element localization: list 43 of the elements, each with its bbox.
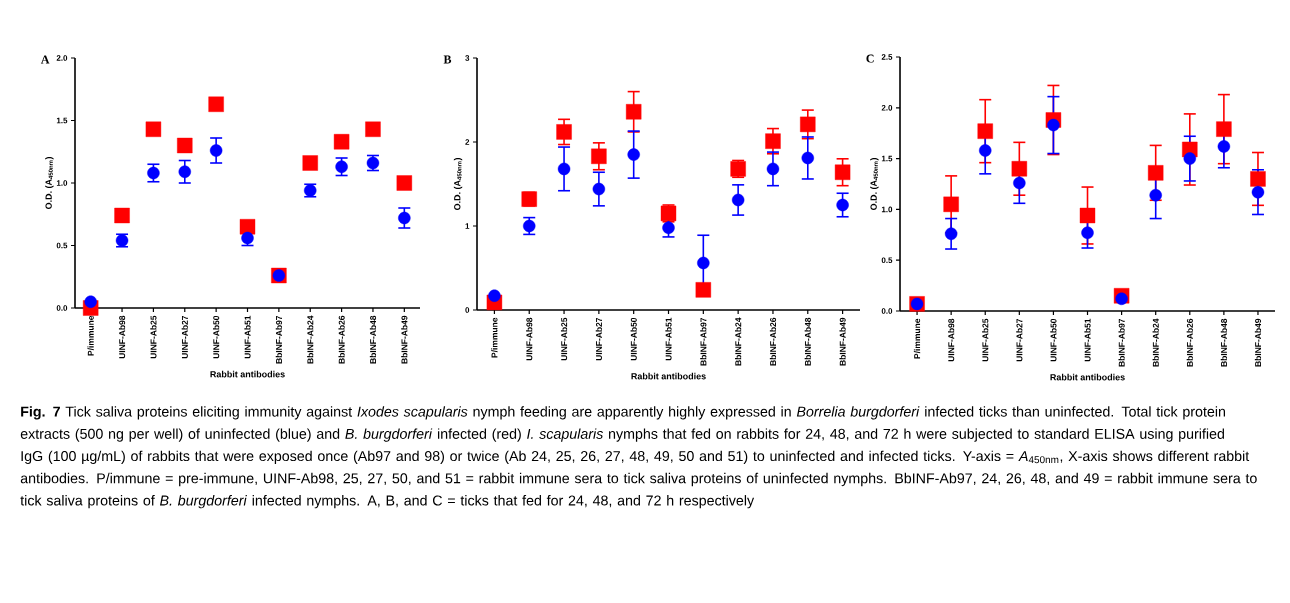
x-axis-title: Rabbit antibodies	[210, 370, 285, 378]
x-tick-label: BbINF-Ab97	[275, 315, 282, 364]
x-tick-label: BbINF-Ab24	[307, 315, 314, 364]
x-tick-label: BbINF-Ab26	[1186, 318, 1193, 367]
x-axis-title: Rabbit antibodies	[631, 372, 706, 380]
x-tick-label: BbINF-Ab49	[401, 315, 408, 364]
x-tick-label: BbINF-Ab49	[1254, 318, 1262, 367]
x-tick-label: UINF-Ab51	[244, 315, 251, 359]
x-tick-label: UINF-Ab25	[560, 317, 568, 361]
x-tick-label: BbINF-Ab26	[338, 315, 345, 364]
x-tick-label: P/immune	[87, 315, 94, 356]
x-tick-label: UINF-Ab27	[1016, 318, 1023, 362]
x-tick-label: BbINF-Ab26	[769, 317, 777, 366]
x-tick-label: UINF-Ab98	[948, 318, 955, 362]
x-tick-label: BbINF-Ab48	[369, 315, 377, 364]
y-axis-title: O.D. (A$_{450nm}$)	[870, 158, 879, 211]
x-tick-label: UINF-Ab50	[213, 315, 220, 359]
chart-title: B	[443, 55, 452, 64]
x-tick-label: BbINF-Ab24	[735, 317, 742, 366]
x-tick-label: BbINF-Ab97	[1118, 318, 1125, 367]
x-tick-label: UINF-Ab25	[150, 315, 157, 359]
x-tick-label: UINF-Ab25	[982, 318, 989, 362]
x-tick-label: BbINF-Ab24	[1152, 318, 1159, 367]
chart-title: A	[40, 55, 50, 64]
x-tick-label: UINF-Ab98	[118, 315, 126, 359]
text: Fig. 7 Tick saliva proteins eliciting immunity against Ixodes scapularis nymph feeding are apparently highly expressed in Borrelia burgdorferi infected ticks than uninfected. Total tick protein extracts (500 ng per well) of uninfected (blue) and B. burgdorferi infected (red) I. scapularis nymphs that fed on rabbits for 24, 48, and 72 h were subjected to standard ELISA using purified IgG (100 µg/mL) of rabbits that were exposed once (Ab97 and 98) or twice (Ab 24, 25, 26, 27, 48, 49, 50 and 51) to uninfected and infected ticks. Y-axis = A$_{450nm}$, X-axis shows different rabbit antibodies. P/immune = pre-immune, UINF-Ab98, 25, 27, 50, and 51 = rabbit immune sera to tick saliva proteins of uninfected nymphs. BbINF-Ab97, 24, 26, 48, and 49 = rabbit immune sera to tick saliva proteins of B. burgdorferi infected nymphs. A, B, and C = ticks that fed for 24, 48, and 72 h respectively	[20, 406, 1257, 509]
x-tick-label: UINF-Ab50	[630, 317, 637, 361]
x-axis-title: Rabbit antibodies	[1050, 373, 1125, 381]
x-tick-label: BbINF-Ab48	[1220, 318, 1227, 367]
y-axis-title: O.D. (A$_{450nm}$)	[45, 157, 54, 210]
x-tick-label: UINF-Ab51	[1084, 318, 1091, 362]
x-tick-label: UINF-Ab50	[1050, 318, 1057, 362]
x-tick-label: BbINF-Ab48	[804, 317, 811, 366]
x-tick-label: UINF-Ab51	[665, 317, 672, 361]
x-tick-label: UINF-Ab98	[526, 317, 533, 361]
chart-title: C	[866, 54, 874, 63]
y-axis-title: O.D. (A$_{450nm}$)	[453, 158, 463, 211]
x-tick-label: P/immune	[913, 318, 921, 359]
x-tick-label: P/immune	[491, 317, 498, 358]
x-tick-label: BbINF-Ab97	[700, 317, 707, 366]
x-tick-label: UINF-Ab27	[181, 315, 188, 359]
x-tick-label: BbINF-Ab49	[839, 317, 846, 366]
x-tick-label: UINF-Ab27	[595, 317, 602, 361]
